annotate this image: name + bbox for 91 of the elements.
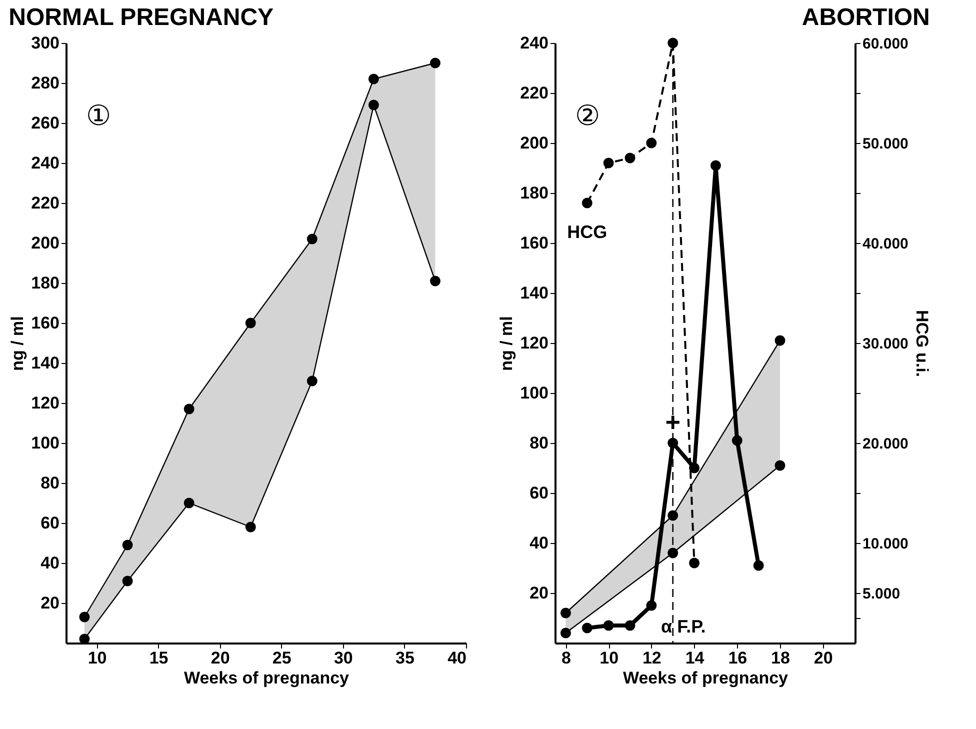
y-tick-label: 220 xyxy=(31,194,60,212)
y-axis-title: ng / ml xyxy=(8,316,28,371)
y2-tick-label: 20.000 xyxy=(862,436,908,452)
y-tick-label: 60 xyxy=(530,484,548,502)
point xyxy=(624,620,636,631)
point xyxy=(430,276,440,286)
point xyxy=(732,435,742,446)
x-axis-title: Weeks of pregnancy xyxy=(622,668,789,688)
y-tick-label: 200 xyxy=(520,134,548,152)
point xyxy=(689,558,700,568)
y-tick-label: 180 xyxy=(520,184,548,202)
y2-tick-label: 10.000 xyxy=(862,536,908,552)
point xyxy=(624,152,636,164)
series-label: α F.P. xyxy=(661,616,706,636)
x-tick-label: 14 xyxy=(685,648,705,668)
y-tick-label: 200 xyxy=(31,234,60,252)
chart-title: ABORTION xyxy=(802,4,930,31)
y-tick-label: 80 xyxy=(40,474,60,492)
x-tick-label: 35 xyxy=(396,648,414,668)
y2-tick-label: 5.000 xyxy=(862,586,900,602)
series-label: HCG xyxy=(567,222,608,242)
point xyxy=(368,100,379,110)
point xyxy=(603,158,614,168)
y-tick-label: 300 xyxy=(31,34,60,52)
y-tick-label: 220 xyxy=(520,84,548,102)
x-tick-label: 10 xyxy=(88,648,107,668)
point xyxy=(646,600,657,611)
x-tick-label: 16 xyxy=(728,648,748,668)
y-tick-label: 120 xyxy=(520,334,548,352)
y-tick-label: 140 xyxy=(520,284,548,302)
point xyxy=(774,460,786,471)
y-tick-label: 100 xyxy=(520,384,548,402)
x-tick-label: 40 xyxy=(448,648,466,668)
y-tick-label: 140 xyxy=(31,354,60,372)
x-tick-label: 30 xyxy=(334,648,353,668)
point xyxy=(122,576,133,586)
point xyxy=(710,160,721,171)
point xyxy=(603,620,614,631)
annotation: ① xyxy=(86,99,112,132)
y2-tick-label: 30.000 xyxy=(862,336,908,352)
y-tick-label: 40 xyxy=(530,534,548,552)
point xyxy=(582,622,592,634)
y-tick-label: 20 xyxy=(530,584,548,602)
x-tick-label: 20 xyxy=(210,648,230,668)
point xyxy=(245,522,256,532)
point xyxy=(430,58,440,68)
point xyxy=(306,376,318,386)
point xyxy=(582,198,592,208)
point xyxy=(753,560,764,571)
point xyxy=(560,628,571,638)
y-tick-label: 160 xyxy=(520,234,548,252)
y-tick-label: 280 xyxy=(31,74,60,92)
y2-tick-label: 40.000 xyxy=(862,236,908,252)
point xyxy=(668,438,678,448)
y-tick-label: 20 xyxy=(40,594,60,612)
y2-axis-title: HCG u.i. xyxy=(912,310,932,378)
chart-title: NORMAL PREGNANCY xyxy=(8,4,274,31)
x-tick-label: 25 xyxy=(272,648,292,668)
y-tick-label: 240 xyxy=(31,154,60,172)
y-tick-label: 100 xyxy=(31,434,60,452)
y-tick-label: 160 xyxy=(31,314,60,332)
y-axis-title: ng / ml xyxy=(497,316,516,371)
y-tick-label: 80 xyxy=(530,434,548,452)
y2-tick-label: 50.000 xyxy=(862,136,908,152)
x-axis-title: Weeks of pregnancy xyxy=(184,668,350,688)
point xyxy=(184,498,194,508)
y-tick-label: 240 xyxy=(520,34,548,52)
x-tick-label: 12 xyxy=(642,648,662,668)
annotation: ② xyxy=(575,99,600,132)
point xyxy=(668,38,678,48)
x-tick-label: 20 xyxy=(814,648,833,668)
x-tick-label: 10 xyxy=(600,648,619,668)
y-tick-label: 180 xyxy=(31,274,60,292)
point xyxy=(306,234,318,244)
point xyxy=(79,612,90,622)
x-tick-label: 8 xyxy=(561,648,571,668)
point xyxy=(646,138,657,148)
y2-tick-label: 60.000 xyxy=(862,36,908,52)
point xyxy=(774,335,786,346)
y-tick-label: 260 xyxy=(31,114,60,132)
point xyxy=(368,74,379,84)
x-tick-label: 18 xyxy=(771,648,790,668)
y-tick-label: 120 xyxy=(31,394,60,412)
point xyxy=(184,404,194,414)
x-tick-label: 15 xyxy=(149,648,168,668)
y-tick-label: 40 xyxy=(40,554,60,572)
point xyxy=(245,318,256,328)
point xyxy=(560,608,571,618)
point xyxy=(689,462,700,474)
y-tick-label: 60 xyxy=(40,514,60,532)
point xyxy=(122,540,133,550)
